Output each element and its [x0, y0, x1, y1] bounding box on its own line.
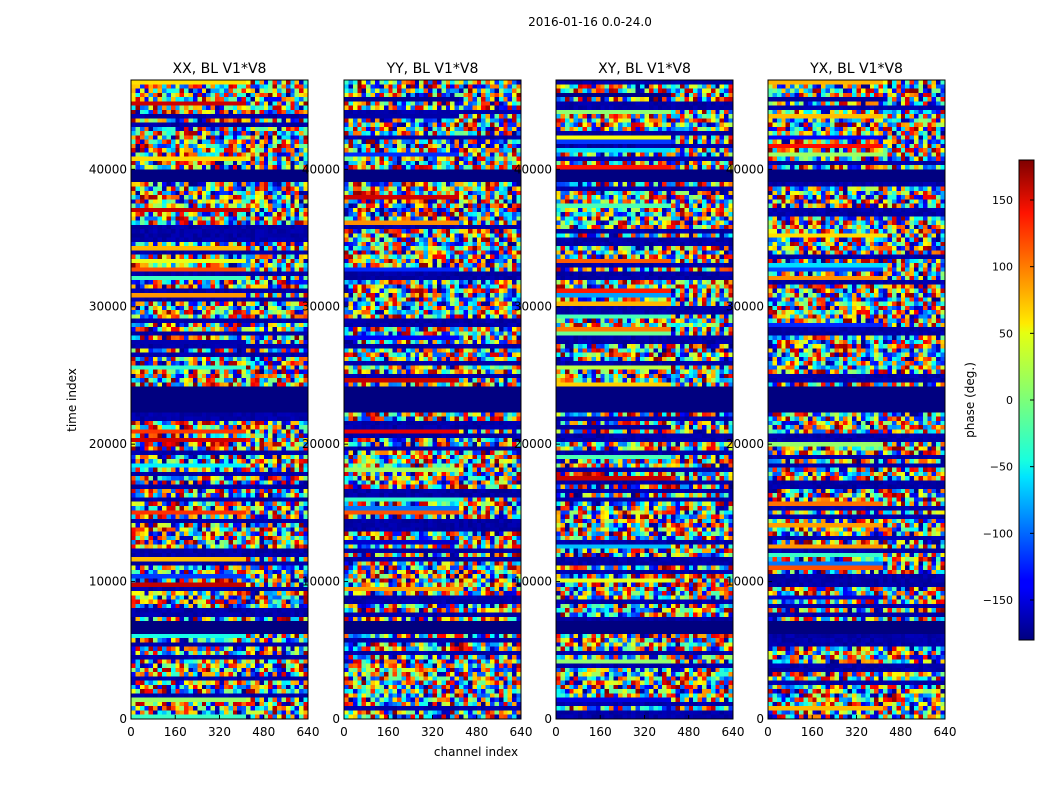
y-tick-label: 10000: [726, 575, 764, 589]
y-tick-label: 30000: [514, 300, 552, 314]
colorbar-tick-label: −150: [983, 594, 1013, 607]
x-tick-label: 320: [845, 725, 868, 739]
colorbar-tick-label: 150: [992, 194, 1013, 207]
x-tick-label: 0: [764, 725, 772, 739]
y-tick-label: 20000: [514, 437, 552, 451]
x-tick-label: 0: [552, 725, 560, 739]
colorbar-tick-label: 100: [992, 261, 1013, 274]
x-tick-label: 640: [297, 725, 320, 739]
x-tick-label: 160: [589, 725, 612, 739]
x-tick-label: 160: [164, 725, 187, 739]
figure-title: 2016-01-16 0.0-24.0: [528, 15, 652, 29]
x-tick-label: 640: [934, 725, 957, 739]
panel-title: XY, BL V1*V8: [598, 61, 691, 77]
y-tick-label: 30000: [89, 300, 127, 314]
y-tick-label: 10000: [89, 575, 127, 589]
y-tick-label: 40000: [726, 162, 764, 176]
x-tick-label: 0: [340, 725, 348, 739]
x-tick-label: 320: [421, 725, 444, 739]
x-axis-label: channel index: [434, 745, 518, 759]
y-tick-label: 10000: [302, 575, 340, 589]
phase-heatmap: [768, 80, 945, 719]
x-tick-label: 0: [127, 725, 135, 739]
y-tick-label: 20000: [302, 437, 340, 451]
panel-3: YX, BL V1*V8 0 160 320 480 640 0 10000 20000 3000…: [726, 61, 957, 739]
panel-1: YY, BL V1*V8 0 160 320 480 640 0 10000 20000 3000…: [302, 61, 533, 739]
colorbar-tick-label: 0: [1006, 394, 1013, 407]
x-tick-label: 320: [208, 725, 231, 739]
colorbar: −150 −100 −50 0 50 100 150 phase (deg.): [963, 159, 1035, 641]
x-tick-label: 480: [677, 725, 700, 739]
phase-heatmap: [131, 80, 308, 719]
panel-title: YX, BL V1*V8: [809, 61, 903, 77]
x-tick-label: 480: [252, 725, 275, 739]
panel-title: YY, BL V1*V8: [386, 61, 479, 77]
x-tick-label: 160: [377, 725, 400, 739]
y-tick-label: 0: [756, 712, 764, 726]
colorbar-tick-label: 50: [999, 327, 1013, 340]
y-tick-label: 10000: [514, 575, 552, 589]
panel-title: XX, BL V1*V8: [173, 61, 267, 77]
colorbar-tick-label: −100: [983, 527, 1013, 540]
y-tick-label: 20000: [726, 437, 764, 451]
y-tick-label: 30000: [302, 300, 340, 314]
phase-heatmap: [344, 80, 521, 719]
colorbar-label: phase (deg.): [963, 362, 977, 438]
y-tick-label: 0: [544, 712, 552, 726]
phase-heatmap: [556, 80, 733, 719]
colorbar-tick-label: −50: [990, 461, 1013, 474]
y-tick-label: 20000: [89, 437, 127, 451]
y-tick-label: 40000: [302, 162, 340, 176]
colorbar-ticks: −150 −100 −50 0 50 100 150: [983, 194, 1034, 607]
panel-0: XX, BL V1*V8 0 160 320 480 640 0 10000 20000 3000…: [89, 61, 320, 739]
x-tick-label: 640: [510, 725, 533, 739]
panels-layer: XX, BL V1*V8 0 160 320 480 640 0 10000 20000 3000…: [89, 61, 957, 739]
x-tick-label: 160: [801, 725, 824, 739]
panel-2: XY, BL V1*V8 0 160 320 480 640 0 10000 20000 3000…: [514, 61, 745, 739]
y-tick-label: 40000: [89, 162, 127, 176]
x-tick-label: 320: [633, 725, 656, 739]
y-tick-label: 30000: [726, 300, 764, 314]
y-tick-label: 0: [119, 712, 127, 726]
x-tick-label: 640: [722, 725, 745, 739]
x-tick-label: 480: [465, 725, 488, 739]
y-tick-label: 40000: [514, 162, 552, 176]
y-axis-label: time index: [65, 368, 79, 432]
y-tick-label: 0: [332, 712, 340, 726]
x-tick-label: 480: [889, 725, 912, 739]
